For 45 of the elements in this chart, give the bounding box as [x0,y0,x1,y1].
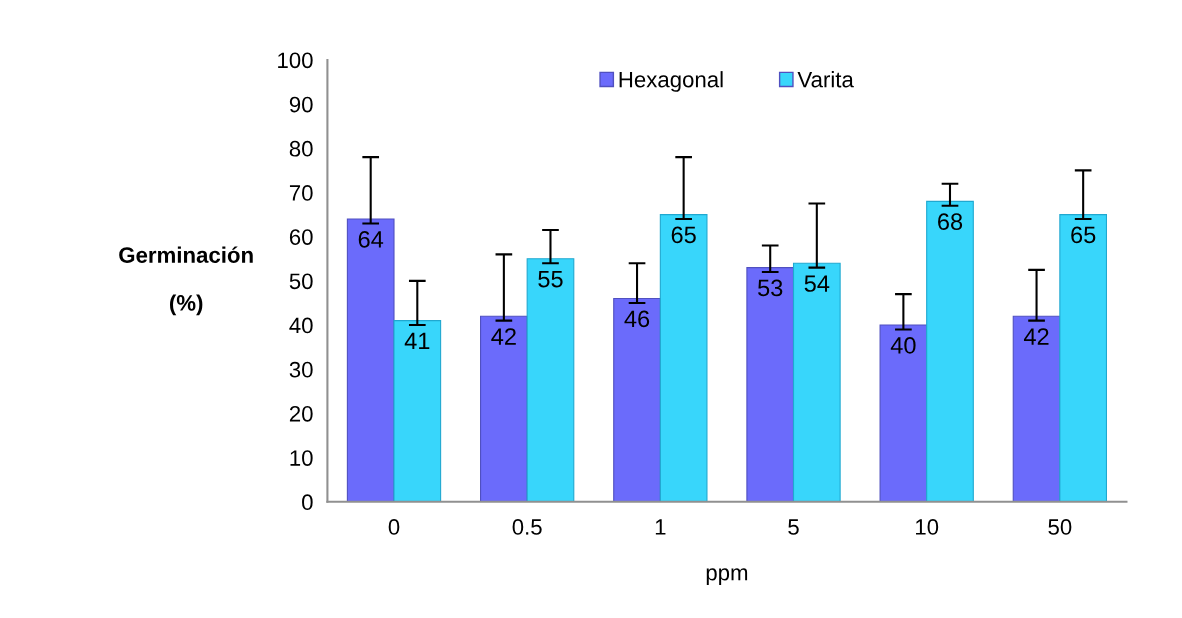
legend-label: Varita [797,71,854,88]
data-label: 64 [358,230,384,248]
y-tick-label: 90 [289,96,313,113]
bar [792,262,841,502]
bar [1059,214,1108,502]
bar [746,267,795,502]
x-tick-label: 10 [916,519,939,535]
data-label: 54 [804,275,830,292]
bar [346,218,395,502]
y-tick-label: 80 [289,140,313,157]
y-tick-label: 0 [302,494,313,511]
bar [613,298,661,502]
bar [1012,315,1061,502]
text: Germinación (%) [119,246,253,316]
data-label: 40 [890,337,916,354]
bar [526,258,575,502]
bar [879,324,928,502]
y-tick-label: 60 [289,229,313,245]
data-label: 41 [404,332,430,350]
y-tick-label: 40 [289,317,313,334]
bar [480,315,528,502]
data-label: 46 [624,310,650,328]
y-tick-label: 50 [289,273,313,290]
x-axis-title: ppm [706,568,748,585]
data-label: 68 [938,213,963,231]
y-tick-label: 70 [289,185,313,201]
y-tick-label: 20 [289,405,313,422]
x-tick-label: 1 [655,519,666,535]
bar [393,320,442,502]
x-tick-label: 50 [1048,519,1072,535]
y-tick-label: 100 [278,52,313,69]
y-tick-label: 10 [290,450,313,466]
y-tick-label: 30 [289,361,313,378]
legend-label: Hexagonal [619,71,723,92]
data-label: 65 [671,226,696,244]
data-label: 65 [1071,226,1096,244]
x-tick-label: 0.5 [512,519,542,535]
data-label: 42 [491,328,516,345]
data-label: 53 [758,279,783,297]
x-tick-label: 5 [788,519,799,535]
bar [659,214,708,502]
x-tick-label: 0 [388,519,400,535]
data-label: 55 [538,270,563,288]
bar [926,200,974,502]
data-label: 42 [1023,328,1049,345]
